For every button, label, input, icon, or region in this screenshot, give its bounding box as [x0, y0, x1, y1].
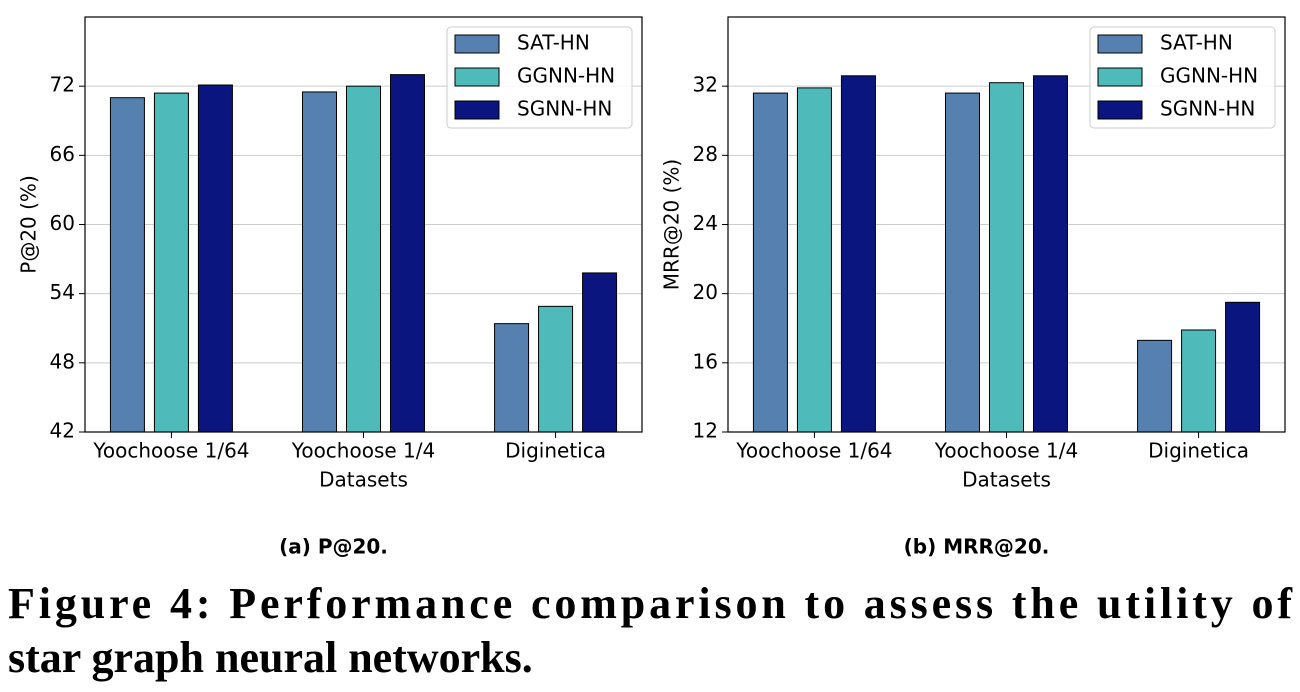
bar [945, 92, 980, 433]
x-tick-label: Diginetica [1148, 439, 1249, 463]
plot-frame [727, 16, 1286, 433]
y-tick-label: 12 [693, 419, 718, 443]
bar [538, 305, 574, 433]
legend-label: SGNN-HN [517, 97, 612, 121]
figure-caption: star graph neural networks. [8, 633, 533, 682]
y-tick-label: 16 [693, 349, 718, 373]
y-tick-label: 32 [693, 73, 718, 97]
legend-swatch [1097, 67, 1143, 87]
y-tick-label: 48 [50, 349, 75, 373]
subcaption: (b) MRR@20. [904, 535, 1050, 559]
bar [390, 74, 425, 433]
chart: 12 16 20 24 28 32 Yoochoose 1/64 Yoochoose 1/4 D… [660, 16, 1286, 559]
legend-label: SGNN-HN [1160, 97, 1255, 121]
legend-swatch [1097, 100, 1143, 120]
figure-caption: Figure 4: Performance comparison to asse… [8, 579, 1293, 628]
subcaption: (a) P@20. [279, 535, 388, 559]
y-tick-label: 72 [50, 73, 75, 97]
bar [494, 323, 530, 433]
x-axis-label: Datasets [319, 468, 408, 492]
bar [752, 92, 788, 433]
legend-swatch [454, 67, 500, 87]
y-tick-label: 20 [693, 280, 718, 304]
legend-label: SAT-HN [517, 31, 590, 55]
bar [1137, 339, 1173, 433]
y-tick-label: 54 [50, 280, 75, 304]
legend-label: SAT-HN [1160, 31, 1233, 55]
bar [302, 91, 337, 433]
charts: 42 48 54 60 66 72 Yoochoose 1/64 Yoochoose 1/4 D… [17, 16, 1286, 559]
legend-label: GGNN-HN [1160, 64, 1258, 88]
y-tick-label: 24 [693, 211, 718, 235]
y-axis-label: MRR@20 (%) [660, 159, 684, 290]
legend-swatch [454, 34, 500, 54]
x-tick-label: Diginetica [505, 439, 606, 463]
bar [153, 92, 189, 433]
plot-frame [84, 16, 643, 433]
y-tick-label: 42 [50, 419, 75, 443]
bar [840, 75, 876, 433]
chart: 42 48 54 60 66 72 Yoochoose 1/64 Yoochoose 1/4 D… [17, 16, 643, 559]
y-tick-label: 60 [50, 211, 75, 235]
x-tick-label: Yoochoose 1/64 [735, 439, 892, 463]
bar [197, 84, 233, 433]
x-tick-label: Yoochoose 1/64 [92, 439, 249, 463]
y-tick-label: 28 [693, 142, 718, 166]
bar [582, 272, 618, 433]
y-tick-label: 66 [50, 142, 75, 166]
bar [109, 97, 145, 433]
legend-label: GGNN-HN [517, 64, 615, 88]
x-tick-label: Yoochoose 1/4 [291, 439, 435, 463]
x-axis-label: Datasets [962, 468, 1051, 492]
bar [1181, 329, 1217, 433]
bar [796, 87, 832, 433]
bar [346, 85, 381, 433]
legend-swatch [1097, 34, 1143, 54]
y-axis-label: P@20 (%) [17, 175, 41, 273]
bar [1225, 301, 1261, 433]
x-tick-label: Yoochoose 1/4 [934, 439, 1078, 463]
legend-swatch [454, 100, 500, 120]
bar [1033, 75, 1068, 433]
bar [989, 82, 1024, 433]
